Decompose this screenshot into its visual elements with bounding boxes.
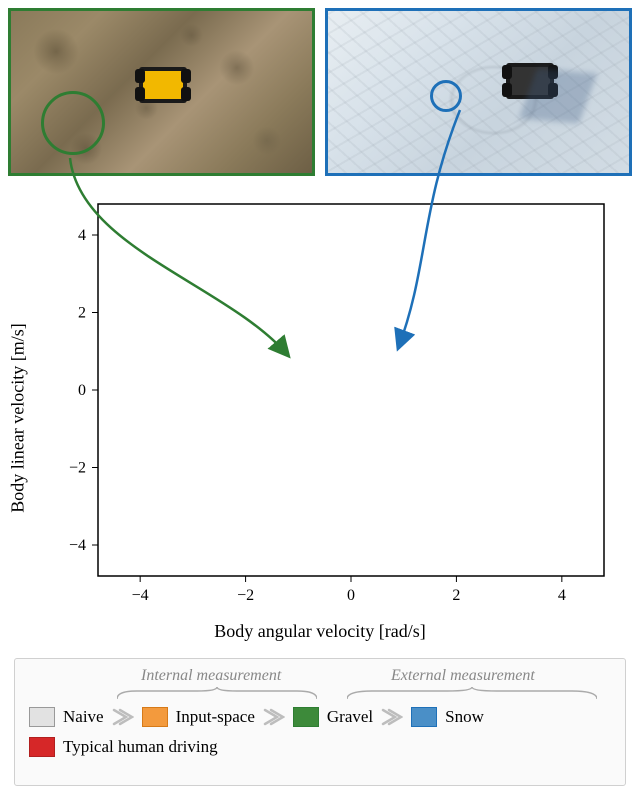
swatch-human <box>29 737 55 757</box>
bracket-external <box>347 687 597 701</box>
swatch-input-space <box>142 707 168 727</box>
svg-text:−2: −2 <box>237 587 254 604</box>
swatch-naive <box>29 707 55 727</box>
circle-marker-gravel <box>41 91 105 155</box>
swatch-gravel <box>293 707 319 727</box>
circle-marker-snow <box>430 80 462 112</box>
legend-label-input-space: Input-space <box>176 707 255 727</box>
svg-text:−4: −4 <box>69 537 86 554</box>
svg-text:2: 2 <box>452 587 460 604</box>
bracket-row: Internal measurement External measuremen… <box>29 667 611 701</box>
svg-text:4: 4 <box>558 587 566 604</box>
chart-container: Body linear velocity [m/s] −4−2024−4−202… <box>24 196 616 640</box>
legend-label-snow: Snow <box>445 707 484 727</box>
svg-text:−4: −4 <box>132 587 149 604</box>
legend-label-naive: Naive <box>63 707 104 727</box>
chevron-icon <box>381 708 403 726</box>
chevron-icon <box>263 708 285 726</box>
legend-label-gravel: Gravel <box>327 707 373 727</box>
internal-label: Internal measurement <box>141 667 281 685</box>
external-label: External measurement <box>391 667 535 685</box>
svg-text:4: 4 <box>78 227 86 244</box>
x-axis-label: Body angular velocity [rad/s] <box>214 621 425 642</box>
chart-svg: −4 −2 0 2 4 −4 −2 0 2 4 <box>24 196 616 640</box>
swatch-snow <box>411 707 437 727</box>
svg-text:0: 0 <box>78 382 86 399</box>
svg-text:2: 2 <box>78 305 86 322</box>
photo-gravel <box>8 8 315 176</box>
robot-gravel <box>139 67 187 103</box>
legend-row-2: Typical human driving <box>29 737 611 757</box>
photo-snow <box>325 8 632 176</box>
svg-text:0: 0 <box>347 587 355 604</box>
legend-box: Internal measurement External measuremen… <box>14 658 626 786</box>
svg-text:−2: −2 <box>69 460 86 477</box>
photo-row <box>0 0 640 184</box>
bracket-internal <box>117 687 317 701</box>
legend-label-human: Typical human driving <box>63 737 218 757</box>
legend-row-1: Naive Input-space Gravel Snow <box>29 707 611 727</box>
chevron-icon <box>112 708 134 726</box>
